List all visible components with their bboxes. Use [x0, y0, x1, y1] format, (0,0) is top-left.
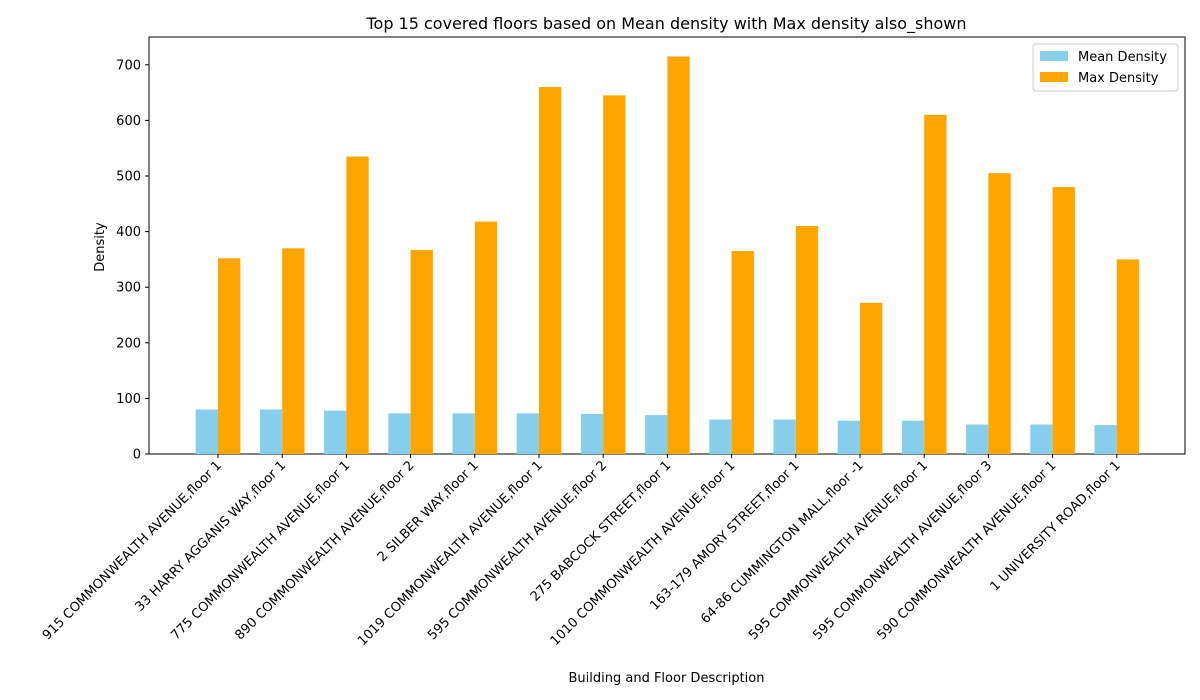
y-tick-label: 200: [116, 336, 141, 351]
bar-mean-density: [1030, 424, 1053, 454]
y-tick-label: 600: [116, 114, 141, 129]
chart-title: Top 15 covered floors based on Mean dens…: [365, 14, 966, 34]
y-axis: 0 100 200 300 400 500 600 700: [116, 58, 149, 463]
bar-mean-density: [709, 419, 732, 454]
x-tick-label: 1 UNIVERSITY ROAD,floor 1: [987, 458, 1123, 594]
bar-mean-density: [580, 413, 604, 454]
bar-max-density: [218, 258, 241, 454]
x-tick-label: 275 BABCOCK STREET,floor 1: [528, 458, 674, 604]
bar-mean-density: [773, 419, 796, 454]
y-tick-label: 700: [116, 58, 141, 73]
bar-max-density: [1052, 187, 1075, 454]
bar-mean-density: [452, 413, 475, 454]
legend-label-mean-density: Mean Density: [1078, 50, 1167, 65]
bar-max-density: [282, 248, 305, 454]
bar-max-density: [1116, 259, 1140, 454]
bars-group: [195, 56, 1140, 455]
legend-frame: [1032, 43, 1179, 92]
bar-max-density: [603, 95, 626, 454]
legend-swatch-max-density: [1040, 72, 1068, 82]
bar-mean-density: [837, 420, 860, 454]
y-tick-label: 400: [116, 225, 141, 240]
bar-mean-density: [259, 409, 283, 454]
y-tick-label: 100: [116, 392, 141, 407]
bar-max-density: [988, 173, 1011, 454]
legend: Mean Density Max Density: [1032, 43, 1179, 92]
bar-mean-density: [645, 415, 668, 454]
y-tick-label: 300: [116, 281, 141, 296]
bar-max-density: [410, 249, 433, 454]
y-tick-label: 0: [133, 448, 141, 463]
legend-swatch-mean-density: [1040, 51, 1068, 61]
bar-mean-density: [324, 410, 347, 454]
y-tick-label: 500: [116, 170, 141, 185]
bar-mean-density: [388, 413, 411, 454]
bar-max-density: [795, 226, 819, 454]
bar-max-density: [924, 114, 947, 454]
bar-max-density: [474, 221, 498, 454]
x-axis: 915 COMMONWEALTH AVENUE,floor 133 HARRY …: [40, 454, 1124, 649]
bar-mean-density: [901, 420, 925, 454]
bar-max-density: [667, 56, 690, 455]
bar-mean-density: [1094, 425, 1117, 454]
bar-mean-density: [966, 424, 989, 454]
bar-max-density: [860, 302, 883, 454]
x-axis-label: Building and Floor Description: [569, 671, 765, 686]
bar-mean-density: [195, 409, 218, 454]
bar-mean-density: [516, 413, 539, 454]
y-axis-label: Density: [93, 222, 108, 272]
bar-max-density: [731, 251, 754, 454]
bar-max-density: [539, 87, 562, 454]
bar-max-density: [346, 156, 369, 455]
legend-label-max-density: Max Density: [1078, 71, 1159, 86]
